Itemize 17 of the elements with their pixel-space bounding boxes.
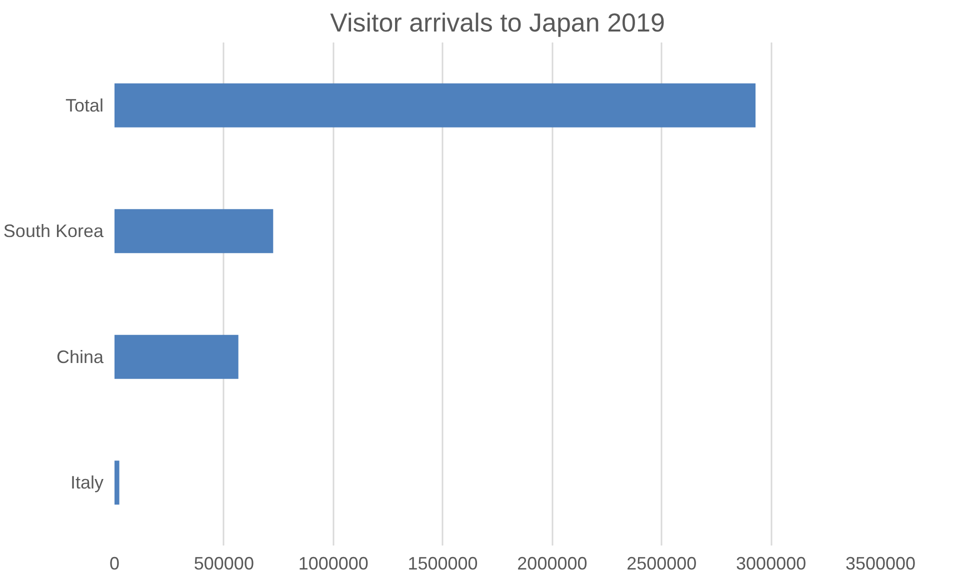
- bar: [114, 209, 274, 254]
- x-tick-label: 3000000: [736, 554, 806, 574]
- x-tick-label: 3500000: [845, 554, 916, 574]
- x-tick-label: 1500000: [408, 554, 478, 574]
- y-tick-label: Italy: [70, 472, 104, 493]
- x-tick-label: 2000000: [517, 554, 588, 574]
- bar: [114, 83, 756, 128]
- bar: [114, 460, 120, 505]
- x-tick-label: 2500000: [626, 554, 697, 574]
- x-tick-label: 500000: [194, 554, 254, 574]
- x-tick-label: 1000000: [298, 554, 368, 574]
- x-tick-label: 0: [109, 554, 120, 574]
- y-tick-label: China: [56, 346, 104, 367]
- y-tick-label: Total: [65, 95, 104, 116]
- bar: [114, 334, 238, 379]
- y-tick-label: South Korea: [3, 221, 104, 242]
- chart-title: Visitor arrivals to Japan 2019: [330, 8, 665, 38]
